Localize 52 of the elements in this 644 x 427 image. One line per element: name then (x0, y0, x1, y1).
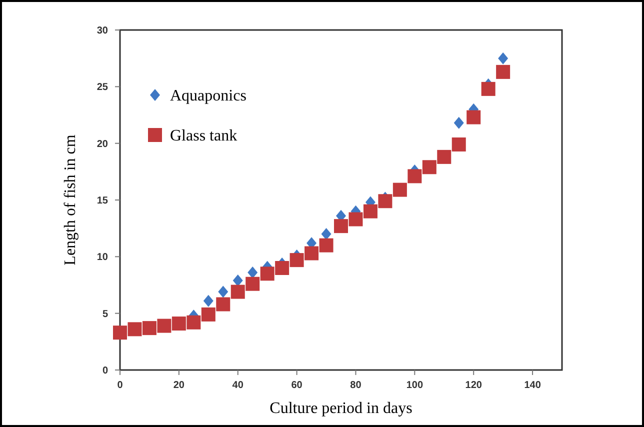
point (348, 212, 363, 226)
point (260, 266, 274, 281)
point (142, 321, 156, 336)
x-tick-label: 120 (465, 380, 482, 391)
x-tick-label: 40 (232, 380, 244, 391)
point (408, 169, 422, 184)
y-tick-label: 30 (96, 26, 108, 36)
point (113, 326, 127, 340)
point (232, 274, 243, 286)
y-tick-label: 0 (102, 366, 108, 376)
point (172, 316, 186, 331)
point (203, 294, 214, 307)
point (157, 318, 172, 333)
x-axis-title: Culture period in days (270, 400, 412, 417)
point (363, 204, 378, 218)
x-tick-label: 60 (291, 380, 303, 391)
x-tick-label: 0 (117, 380, 124, 391)
point (321, 228, 332, 240)
point (466, 110, 481, 124)
x-tick-label: 80 (350, 380, 362, 391)
point (334, 219, 348, 234)
point (481, 82, 496, 96)
point (319, 238, 334, 252)
point (422, 160, 436, 174)
y-tick-label: 20 (96, 138, 108, 150)
x-tick-label: 100 (406, 380, 424, 391)
y-tick-label: 25 (96, 82, 108, 94)
point (378, 194, 392, 208)
y-tick-label: 5 (102, 308, 108, 320)
x-tick-label: 140 (524, 380, 542, 391)
point (392, 182, 407, 197)
point (498, 52, 508, 64)
legend-label: Glass tank (170, 128, 238, 145)
legend-label: Aquaponics (170, 88, 246, 105)
x-tick-label: 20 (173, 380, 185, 391)
y-axis-title: Length of fish in cm (62, 134, 79, 266)
point (186, 315, 201, 330)
point (275, 261, 290, 275)
point (246, 276, 260, 291)
y-tick-label: 15 (96, 196, 108, 206)
point (454, 116, 464, 129)
point (218, 286, 228, 298)
point (216, 297, 230, 312)
point (128, 322, 142, 336)
y-tick-label: 10 (96, 252, 108, 264)
point (437, 150, 452, 164)
point (496, 64, 510, 79)
point (452, 137, 466, 152)
point (201, 307, 216, 322)
point (290, 253, 304, 268)
point (304, 246, 319, 260)
point (230, 284, 245, 299)
